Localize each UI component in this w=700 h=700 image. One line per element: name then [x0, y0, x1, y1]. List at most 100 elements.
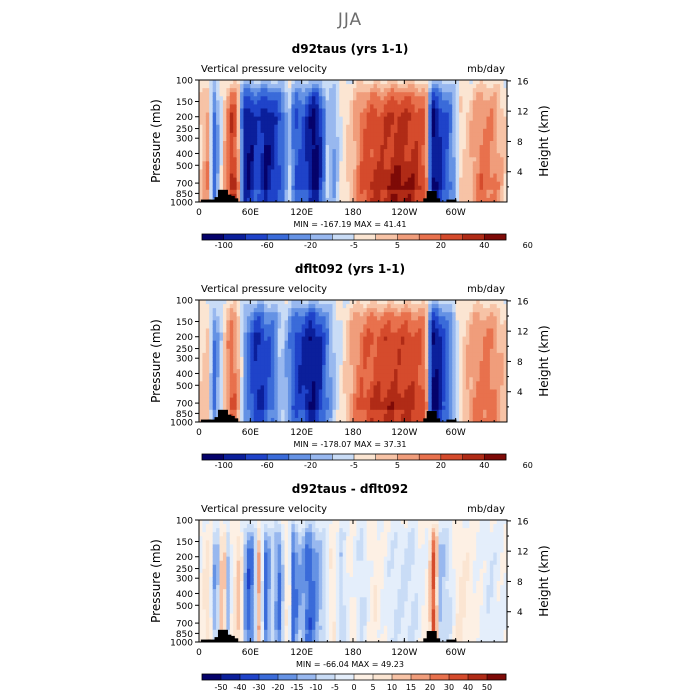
field-cell [346, 361, 351, 366]
field-cell [274, 304, 279, 309]
panel-title: dflt092 (yrs 1-1) [295, 262, 405, 276]
field-cell [308, 373, 313, 378]
field-cell [199, 409, 204, 415]
field-cell [212, 377, 217, 382]
field-cell [236, 141, 241, 146]
field-cell [277, 409, 282, 415]
field-cell [329, 348, 334, 354]
field-cell [346, 84, 351, 89]
field-cell [383, 385, 388, 391]
field-cell [267, 356, 272, 362]
field-cell [414, 112, 419, 118]
field-cell [438, 413, 443, 419]
field-cell [205, 120, 210, 126]
field-cell [291, 332, 296, 338]
field-cell [489, 145, 494, 150]
field-cell [257, 361, 262, 366]
field-cell [380, 84, 385, 89]
field-cell [332, 128, 337, 134]
field-cell [390, 128, 395, 134]
field-cell [346, 369, 351, 374]
field-cell [503, 108, 507, 114]
field-cell [500, 88, 505, 93]
field-cell [462, 136, 467, 142]
field-cell [438, 397, 443, 403]
field-cell [322, 356, 327, 362]
field-cell [400, 177, 405, 183]
field-cell [431, 356, 436, 362]
field-cell [236, 157, 241, 162]
field-cell [281, 405, 286, 411]
field-cell [329, 173, 334, 179]
field-cell [370, 157, 375, 162]
field-cell [342, 409, 347, 415]
field-cell [284, 373, 289, 378]
field-cell [325, 100, 330, 105]
field-cell [329, 124, 334, 130]
field-cell [287, 124, 292, 130]
field-cell [346, 128, 351, 134]
field-cell [428, 80, 433, 85]
field-cell [489, 136, 494, 142]
field-cell [335, 141, 340, 146]
field-cell [335, 348, 340, 354]
field-cell [281, 300, 286, 305]
field-cell [250, 401, 255, 407]
field-cell [298, 361, 303, 366]
field-cell [253, 344, 258, 350]
field-cell [472, 145, 477, 150]
field-cell [428, 324, 433, 330]
field-cell [390, 304, 395, 309]
field-cell [329, 100, 334, 105]
field-cell [298, 100, 303, 105]
y-tick-label: 700 [176, 180, 193, 190]
field-cell [311, 100, 316, 105]
field-cell [270, 177, 275, 183]
field-cell [243, 401, 248, 407]
field-cell [363, 80, 368, 85]
field-cell [500, 136, 505, 142]
field-cell [483, 116, 488, 122]
field-cell [264, 193, 269, 199]
field-cell [199, 397, 204, 403]
field-cell [222, 149, 227, 154]
field-cell [291, 169, 296, 175]
field-cell [216, 385, 221, 391]
field-cell [315, 409, 320, 415]
field-cell [315, 193, 320, 199]
field-cell [212, 316, 217, 321]
field-cell [267, 389, 272, 395]
field-cell [424, 116, 429, 122]
field-cell [383, 405, 388, 411]
field-cell [264, 413, 269, 419]
field-cell [250, 332, 255, 338]
field-cell [472, 80, 477, 85]
field-cell [483, 100, 488, 105]
field-cell [404, 153, 409, 158]
field-cell [346, 92, 351, 97]
field-cell [236, 161, 241, 166]
field-cell [325, 161, 330, 166]
field-cell [240, 312, 245, 317]
field-cell [212, 397, 217, 403]
field-cell [236, 324, 241, 330]
field-cell [435, 157, 440, 162]
field-cell [305, 104, 310, 110]
field-cell [222, 141, 227, 146]
field-cell [428, 153, 433, 158]
field-cell [233, 336, 238, 342]
field-cell [483, 88, 488, 93]
field-cell [493, 197, 498, 202]
field-cell [205, 181, 210, 187]
field-cell [274, 181, 279, 187]
field-cell [363, 124, 368, 130]
field-cell [315, 108, 320, 114]
field-cell [339, 157, 344, 162]
field-cell [298, 197, 303, 202]
field-cell [226, 369, 231, 374]
field-cell [496, 153, 501, 158]
field-cell [281, 409, 286, 415]
field-cell [335, 189, 340, 195]
field-cell [366, 332, 371, 338]
field-cell [445, 100, 450, 105]
